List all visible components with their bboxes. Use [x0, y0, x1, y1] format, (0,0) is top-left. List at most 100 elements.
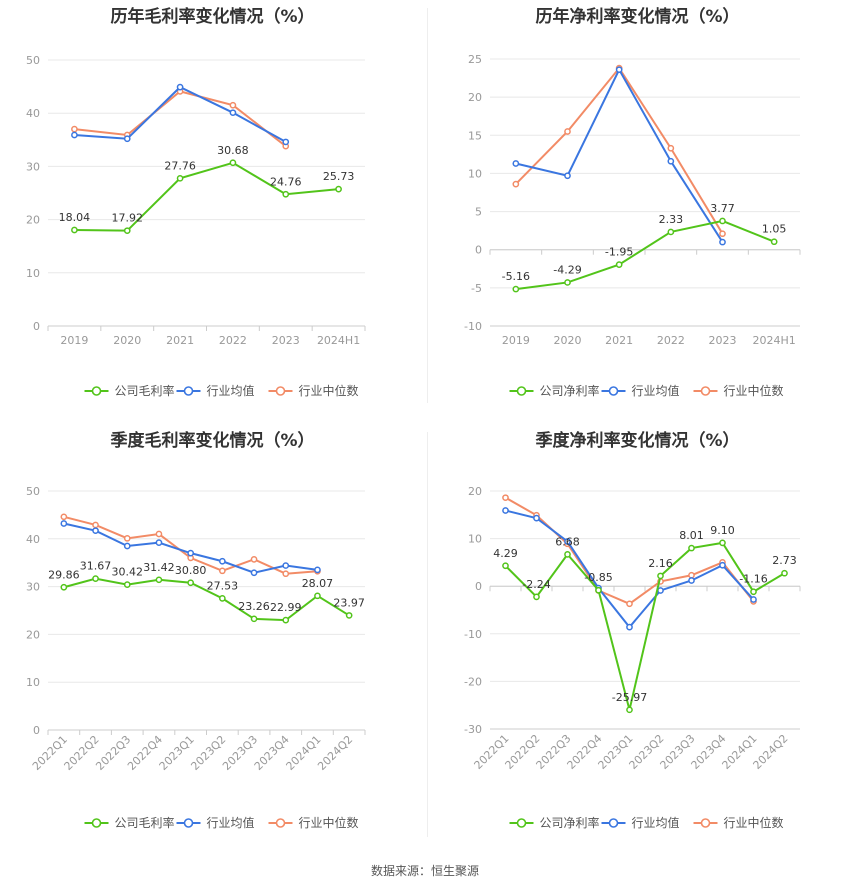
data-label: 2.16: [648, 557, 673, 570]
chart-annual-gross-margin: 历年毛利率变化情况（%） 0 10 20 30 40 50 2019 2020 2021 2022 2…: [26, 6, 366, 398]
data-point-industry-avg: [626, 623, 633, 631]
y-tick-label: -30: [464, 723, 482, 736]
legend-label: 公司毛利率: [115, 815, 175, 830]
data-point-company: [781, 569, 788, 577]
data-label: 4.29: [493, 547, 518, 560]
x-tick-label: 2021: [605, 334, 633, 347]
data-label: -4.29: [553, 263, 581, 276]
data-point-company: [250, 615, 258, 623]
data-point-industry-avg: [123, 542, 131, 550]
x-tick-label: 2019: [502, 334, 530, 347]
data-point-company: [667, 228, 675, 236]
legend-marker: [275, 818, 286, 828]
legend-marker: [608, 818, 619, 828]
data-source: 数据来源：恒生聚源: [370, 864, 479, 878]
x-tick-label: 2024H1: [753, 334, 796, 347]
y-tick-label: 5: [475, 206, 482, 219]
data-label: -2.24: [522, 578, 550, 591]
data-label: 30.68: [217, 144, 249, 157]
data-point-company: [688, 544, 695, 552]
data-point-company: [626, 706, 633, 714]
data-point-industry-median: [155, 530, 163, 538]
data-label: 29.86: [48, 568, 80, 581]
x-tick-label: 2019: [60, 334, 88, 347]
y-tick-label: 25: [468, 53, 482, 66]
x-tick-label: 2022: [657, 334, 685, 347]
data-label: 31.42: [143, 561, 175, 574]
data-point-company: [282, 616, 290, 624]
data-point-industry-avg: [688, 577, 695, 584]
data-label: 23.97: [333, 596, 365, 609]
legend-label: 行业均值: [207, 383, 255, 398]
legend-marker: [183, 386, 194, 396]
legend-marker: [516, 818, 527, 828]
x-tick-label: 2020: [554, 334, 582, 347]
legend-label: 公司净利率: [540, 383, 600, 398]
chart-quarterly-gross-margin: 季度毛利率变化情况（%）010203040502022Q12022Q22022Q…: [26, 430, 366, 830]
x-tick-label: 2020: [113, 334, 141, 347]
y-tick-label: 40: [26, 533, 40, 546]
data-label: 2.73: [772, 554, 797, 567]
legend-label: 行业中位数: [299, 383, 359, 398]
data-point-company: [123, 581, 131, 588]
data-point-company: [123, 227, 131, 235]
data-point-industry-median: [60, 513, 68, 521]
data-point-industry-median: [282, 570, 290, 578]
data-point-company: [155, 576, 163, 584]
legend-label: 行业均值: [207, 815, 255, 830]
panel-quarterly-net: 季度净利率变化情况（%） -30 -20 -10 0 10 20 2022Q1 2022Q2 20…: [425, 425, 850, 855]
data-point-industry-avg: [667, 157, 675, 165]
x-tick-label: 2022: [219, 334, 247, 347]
chart-quarterly-net-margin: 季度净利率变化情况（%）-30-20-10010202022Q12022Q220…: [464, 430, 801, 830]
data-point-industry-avg: [719, 238, 726, 246]
panel-annual-net: 历年净利率变化情况（%） -10 -5 0 5 10 15 20 25 2019 2020 2021 2…: [425, 0, 850, 410]
legend-item-industry-avg: 行业均值: [601, 815, 680, 830]
data-point-company: [335, 185, 342, 193]
data-point-industry-median: [502, 494, 509, 502]
y-tick-label: 10: [26, 267, 40, 280]
panel-annual-gross: 历年毛利率变化情况（%） 0 10 20 30 40 50 2019 2020 2021 2022 2…: [0, 0, 425, 410]
x-tick-label: 2023: [709, 334, 737, 347]
series-line-company: [515, 219, 775, 291]
data-point-industry-median: [229, 101, 237, 109]
y-tick-label: 50: [26, 54, 40, 67]
y-tick-label: 15: [468, 129, 482, 142]
data-point-industry-avg: [282, 138, 290, 146]
data-point-industry-avg: [502, 507, 509, 514]
y-tick-label: 10: [26, 676, 40, 689]
data-label: 1.05: [762, 223, 787, 236]
data-label: 8.01: [679, 529, 704, 542]
legend-item-industry-median: 行业中位数: [693, 383, 784, 398]
data-point-company: [770, 238, 778, 246]
data-point-industry-median: [719, 230, 726, 238]
x-tick-label: 2024Q2: [751, 732, 791, 772]
divider-bottom: [427, 432, 428, 837]
legend-marker: [91, 818, 102, 828]
data-label: -25.97: [612, 691, 647, 704]
data-point-company: [345, 612, 353, 619]
legend-marker: [516, 386, 527, 396]
data-label: 30.80: [175, 564, 207, 577]
x-tick-label: 2021: [166, 334, 194, 347]
data-label: 18.04: [59, 211, 91, 224]
y-tick-label: 0: [33, 320, 40, 333]
data-label: -1.95: [605, 246, 633, 259]
data-label: 24.76: [270, 175, 302, 188]
legend-label: 行业中位数: [724, 383, 784, 398]
data-point-company: [564, 279, 571, 286]
legend-marker: [700, 818, 711, 828]
data-label: -5.16: [502, 270, 530, 283]
data-point-industry-median: [667, 144, 675, 152]
data-point-industry-median: [626, 600, 633, 608]
data-point-industry-avg: [123, 135, 131, 143]
data-point-company: [719, 539, 726, 547]
data-point-industry-avg: [71, 131, 78, 139]
data-label: 23.26: [238, 600, 270, 613]
data-point-company: [502, 562, 509, 570]
x-tick-label: 2024H1: [317, 334, 360, 347]
legend-item-industry-avg: 行业均值: [601, 383, 680, 398]
data-point-industry-avg: [282, 562, 290, 569]
data-label: 22.99: [270, 601, 302, 614]
legend-item-company: 公司净利率: [509, 815, 600, 830]
legend-item-industry-median: 行业中位数: [268, 815, 359, 830]
